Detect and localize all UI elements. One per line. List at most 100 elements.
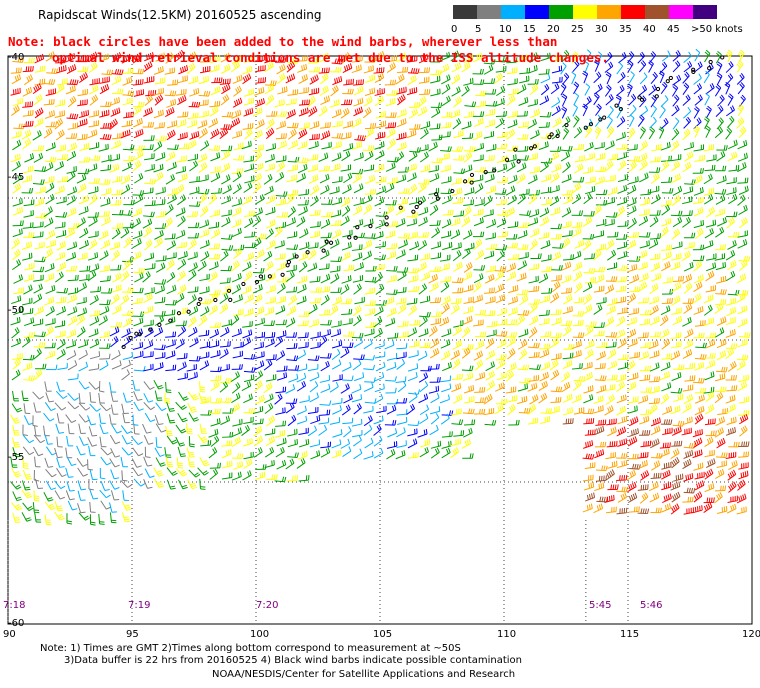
wind-barb — [110, 264, 122, 271]
wind-barb — [187, 371, 198, 381]
wind-barb — [417, 239, 428, 251]
wind-barb — [628, 93, 637, 106]
wind-barb — [429, 123, 441, 130]
wind-barb — [155, 210, 167, 218]
wind-barb — [374, 163, 385, 173]
wind-barb — [21, 241, 32, 250]
wind-barb — [110, 199, 122, 206]
wind-barb — [736, 360, 746, 371]
wind-barb — [23, 57, 35, 64]
wind-barb — [134, 150, 144, 161]
wind-barb — [79, 265, 91, 272]
wind-barb — [573, 115, 580, 128]
wind-barb — [12, 57, 25, 63]
wind-barb — [296, 380, 307, 392]
wind-barb — [550, 54, 562, 63]
wind-barb — [187, 270, 197, 282]
wind-barb — [220, 150, 231, 161]
wind-barb — [310, 415, 321, 425]
wind-barb — [661, 338, 671, 350]
wind-barb — [583, 253, 595, 260]
wind-barb — [298, 341, 309, 349]
wind-barb — [221, 285, 232, 295]
wind-barb — [660, 141, 671, 151]
wind-barb — [110, 293, 120, 305]
wind-barb — [607, 484, 619, 491]
wind-barb — [66, 252, 77, 262]
wind-barb — [374, 88, 385, 96]
scale-label: 45 — [667, 24, 680, 35]
wind-barb — [221, 319, 232, 328]
wind-barb — [628, 416, 639, 427]
wind-barb — [77, 183, 87, 194]
wind-barb — [551, 105, 561, 117]
wind-barb — [219, 78, 231, 85]
wind-barb — [55, 129, 65, 141]
wind-barb — [331, 359, 342, 370]
wind-barb — [87, 163, 98, 173]
wind-barb — [243, 393, 253, 404]
wind-barb — [671, 440, 683, 447]
wind-barb — [155, 152, 166, 162]
wind-barb — [639, 208, 650, 216]
wind-barb — [198, 174, 209, 183]
wind-barb — [395, 73, 405, 85]
wind-barb — [428, 325, 438, 337]
wind-barb — [583, 440, 594, 449]
wind-barb — [297, 163, 308, 174]
wind-barb — [220, 250, 229, 262]
wind-barb — [189, 176, 200, 183]
wind-barb — [604, 284, 615, 295]
wind-barb — [199, 273, 210, 282]
wind-barb — [385, 199, 397, 206]
wind-barb — [176, 241, 187, 249]
wind-barb — [54, 490, 65, 500]
wind-barb — [133, 350, 144, 359]
wind-barb — [144, 287, 155, 295]
wind-barb — [638, 60, 647, 73]
wind-barb — [682, 71, 690, 84]
wind-barb — [375, 219, 386, 229]
wind-barb — [175, 229, 186, 240]
wind-barb — [77, 252, 88, 261]
wind-barb — [408, 392, 418, 404]
wind-barb — [77, 99, 88, 107]
wind-barb — [220, 52, 231, 63]
wind-barb — [726, 306, 737, 317]
wind-barb — [176, 155, 187, 163]
wind-barb — [232, 97, 243, 108]
wind-barb — [32, 130, 42, 141]
scale-label: 20 — [547, 24, 560, 35]
wind-barb — [693, 197, 704, 205]
contamination-circle — [588, 122, 594, 127]
wind-barb — [517, 54, 528, 63]
wind-barb — [583, 293, 592, 305]
wind-barb — [450, 109, 461, 119]
wind-barb — [177, 284, 187, 295]
wind-barb — [714, 126, 724, 139]
wind-barb — [692, 244, 705, 251]
wind-barb — [693, 174, 703, 185]
wind-barb — [22, 297, 33, 306]
wind-barb — [604, 316, 615, 328]
wind-barb — [288, 373, 299, 383]
wind-barb — [274, 240, 285, 249]
wind-barb — [540, 331, 552, 338]
wind-barb — [484, 89, 497, 95]
wind-barb — [451, 358, 461, 370]
wind-barb — [693, 274, 704, 284]
wind-barb — [649, 216, 659, 228]
wind-barb — [661, 50, 671, 62]
wind-barb — [736, 60, 744, 73]
wind-barb — [264, 153, 275, 163]
wind-barb — [320, 249, 330, 260]
wind-barb — [670, 350, 681, 361]
scale-label: >50 knots — [691, 24, 743, 35]
wind-barb — [683, 473, 694, 482]
wind-barb — [244, 128, 253, 140]
lat-label-50: -50 — [8, 305, 25, 316]
wind-barb — [572, 379, 582, 391]
contamination-circle — [285, 263, 290, 268]
wind-barb — [494, 97, 505, 107]
contamination-circle — [368, 224, 373, 229]
